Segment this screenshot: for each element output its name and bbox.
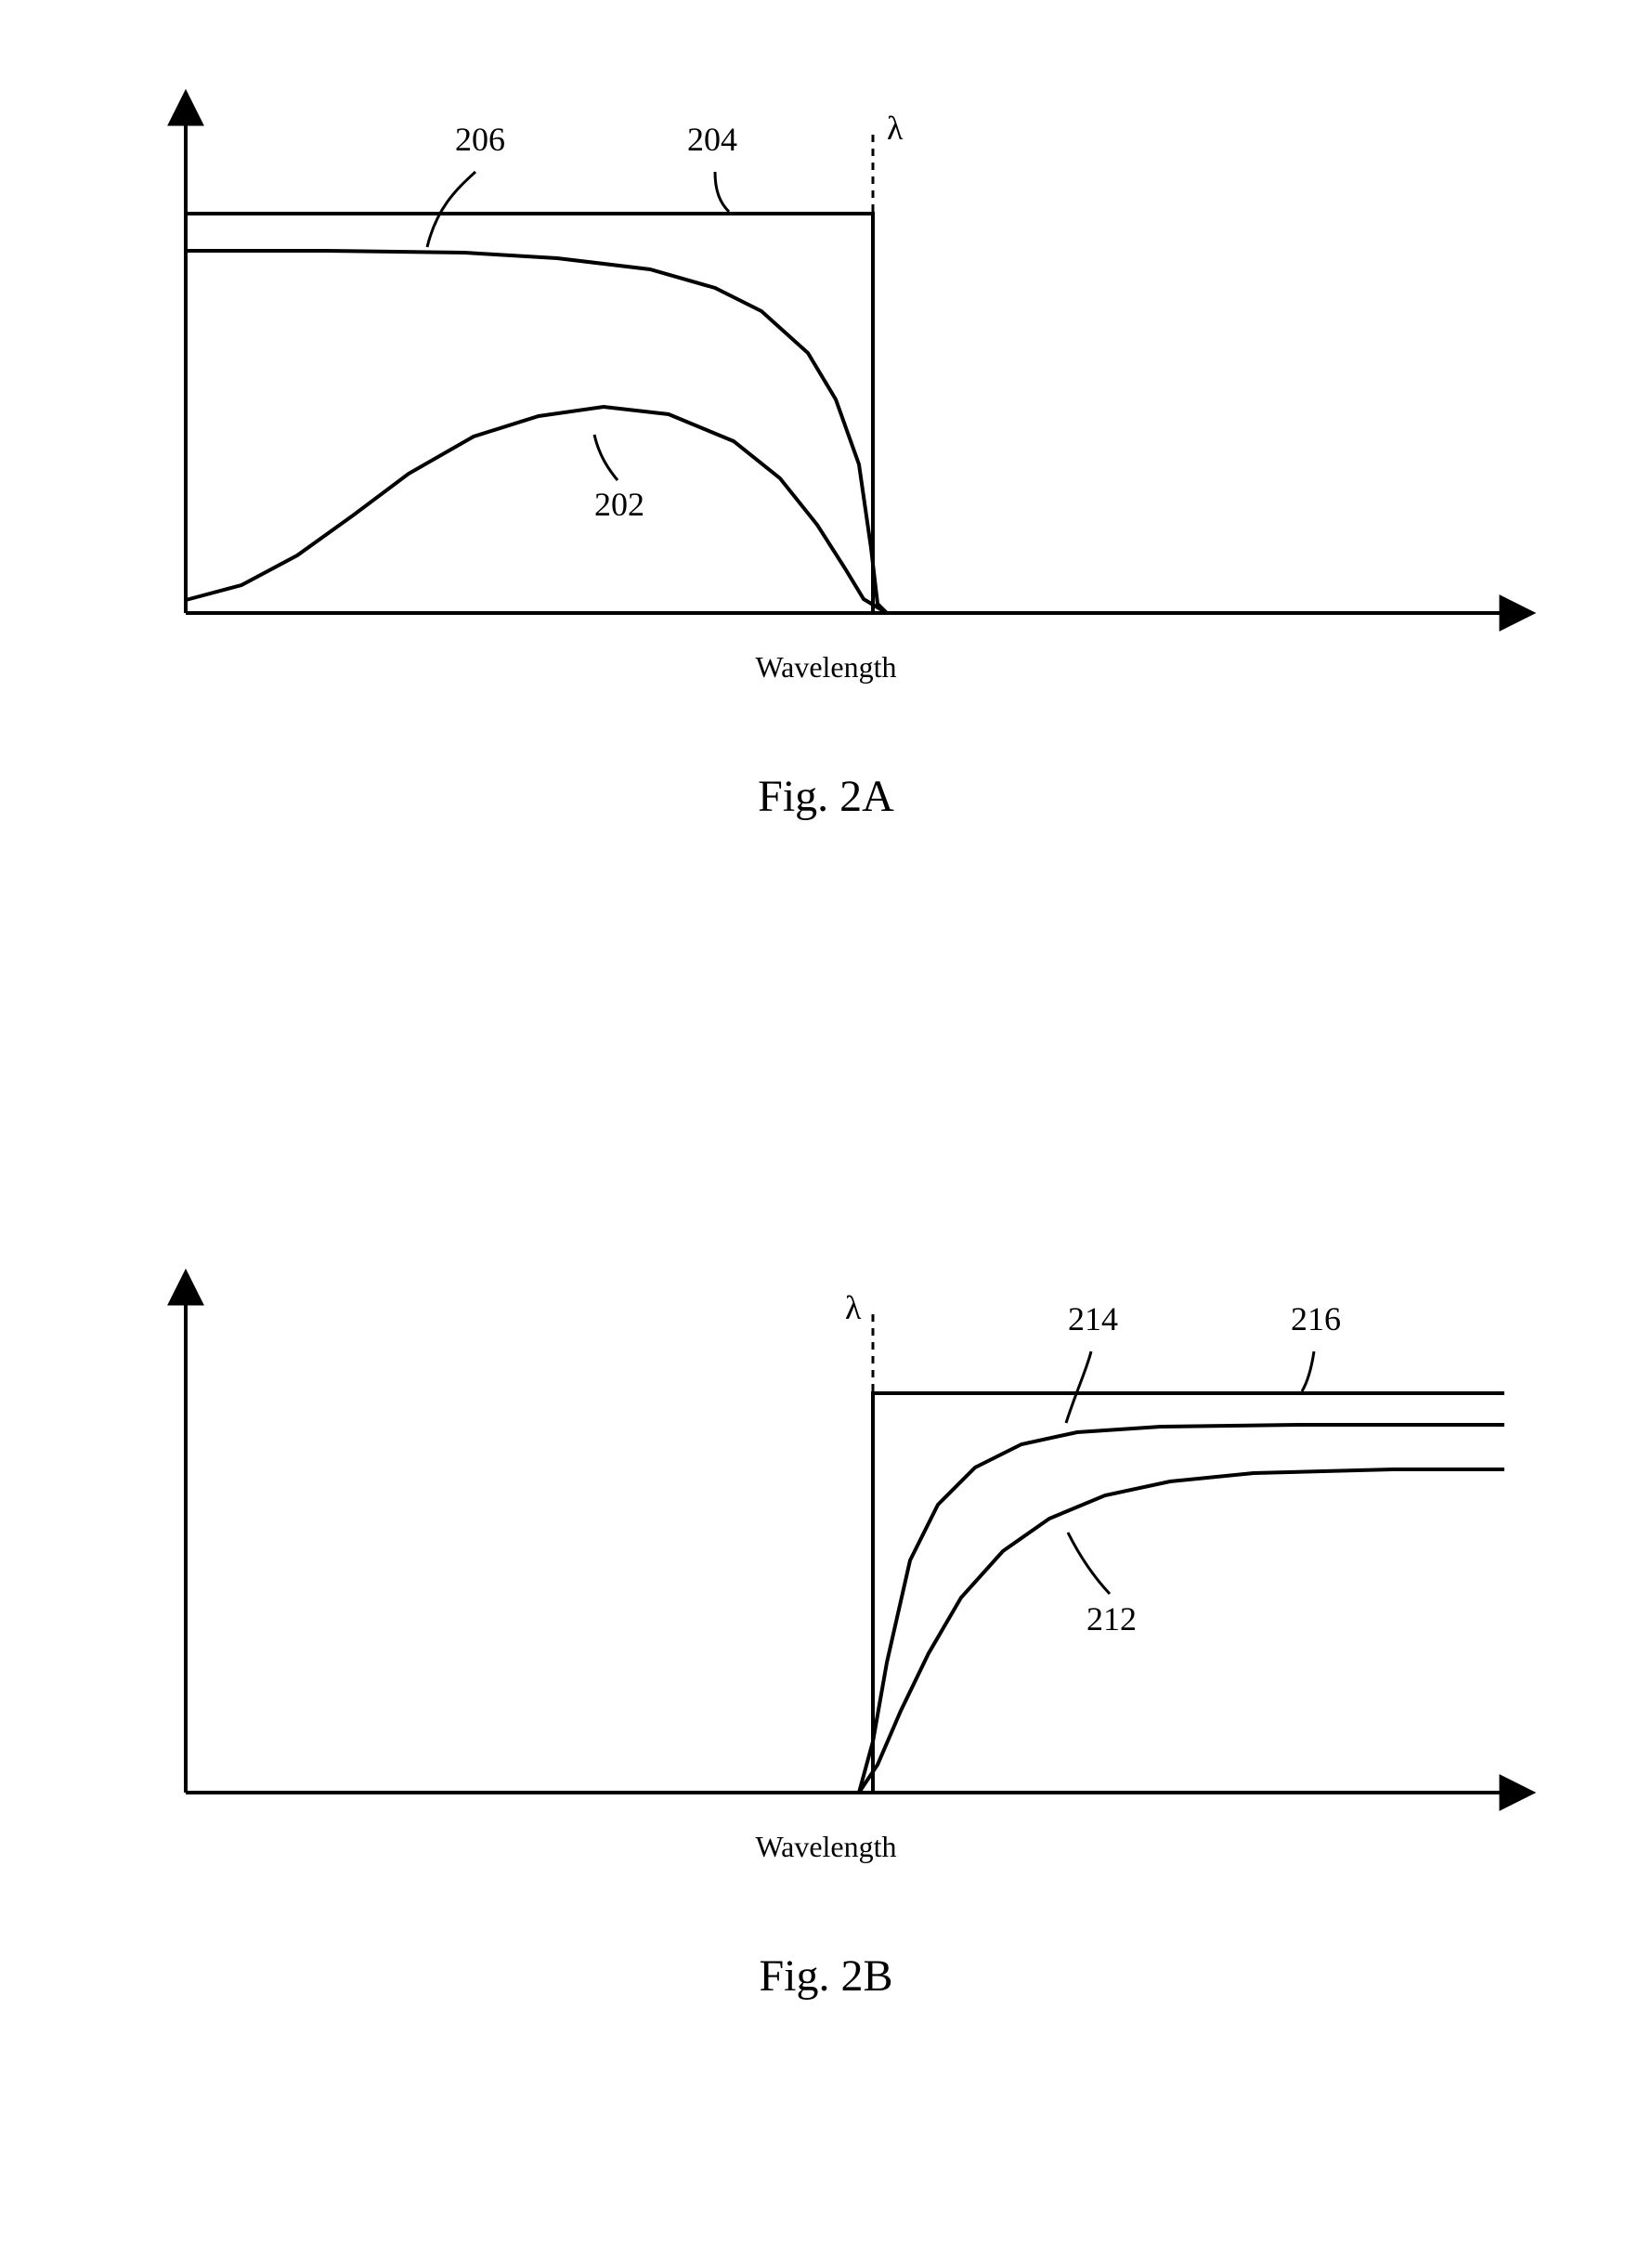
figure-page: { "figA": { "type": "line-diagram", "cap… xyxy=(0,0,1652,2244)
fig-2a-plot: λ 206 204 202 xyxy=(0,46,1652,697)
leader-216 xyxy=(1302,1351,1314,1391)
refnum-214: 214 xyxy=(1068,1300,1118,1337)
lambda-label: λ xyxy=(845,1289,862,1326)
fig-2b-plot: λ 214 216 212 xyxy=(0,1226,1652,1876)
leader-204 xyxy=(715,172,729,212)
fig-2b-caption: Fig. 2B xyxy=(0,1950,1652,2002)
refnum-204: 204 xyxy=(687,121,737,158)
curve-202 xyxy=(186,407,887,613)
leader-206 xyxy=(427,172,475,247)
leader-202 xyxy=(594,435,618,480)
refnum-202: 202 xyxy=(594,486,644,523)
lambda-label: λ xyxy=(887,110,904,147)
refnum-212: 212 xyxy=(1086,1600,1137,1637)
refnum-206: 206 xyxy=(455,121,505,158)
leader-212 xyxy=(1068,1533,1110,1594)
refnum-216: 216 xyxy=(1291,1300,1341,1337)
curve-204-step xyxy=(186,214,873,613)
fig-2a-xlabel: Wavelength xyxy=(0,650,1652,685)
fig-2b-xlabel: Wavelength xyxy=(0,1830,1652,1864)
fig-2a-caption: Fig. 2A xyxy=(0,771,1652,822)
curve-212 xyxy=(859,1469,1504,1793)
leader-214 xyxy=(1066,1351,1091,1423)
